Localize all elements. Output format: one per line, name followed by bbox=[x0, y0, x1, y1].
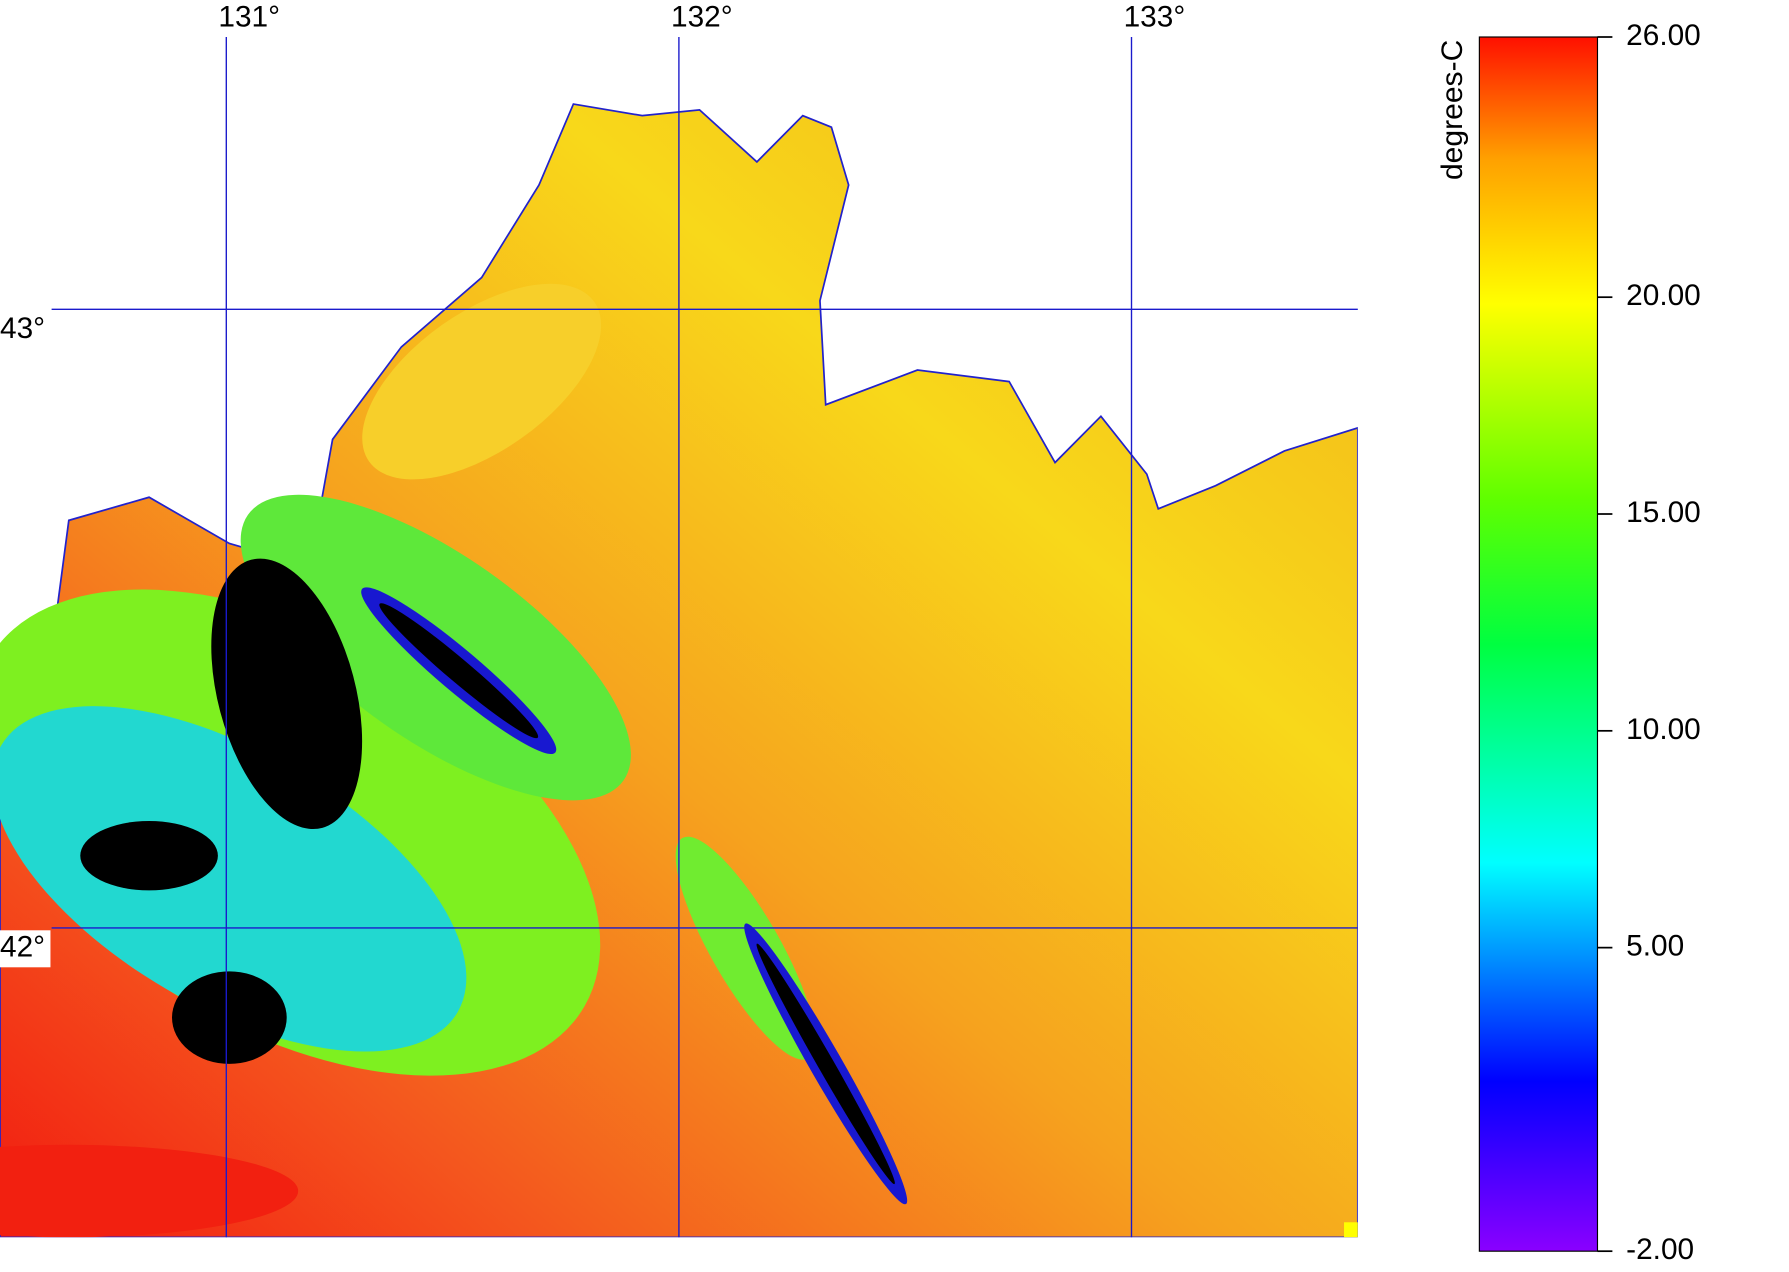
lat-label-bg bbox=[0, 930, 51, 968]
cold-patches bbox=[0, 283, 1358, 1238]
lat-label-bg bbox=[0, 311, 51, 349]
lat-label: 43° bbox=[0, 312, 45, 345]
lon-label: 133° bbox=[1124, 0, 1186, 33]
lon-label: 132° bbox=[671, 0, 733, 33]
colorbar-tick-label: 26.00 bbox=[1626, 19, 1701, 52]
colorbar-tick-label: 5.00 bbox=[1626, 929, 1684, 962]
colorbar-tick-label: -2.00 bbox=[1626, 1233, 1694, 1266]
colorbar-tick-label: 15.00 bbox=[1626, 496, 1701, 529]
colorbar bbox=[1478, 36, 1599, 1252]
lon-label: 131° bbox=[218, 0, 280, 33]
lat-label: 42° bbox=[0, 931, 45, 964]
colorbar-label: degrees-C bbox=[1436, 40, 1469, 180]
colorbar-tick-label: 10.00 bbox=[1626, 713, 1701, 746]
colorbar-tick-label: 20.00 bbox=[1626, 279, 1701, 312]
